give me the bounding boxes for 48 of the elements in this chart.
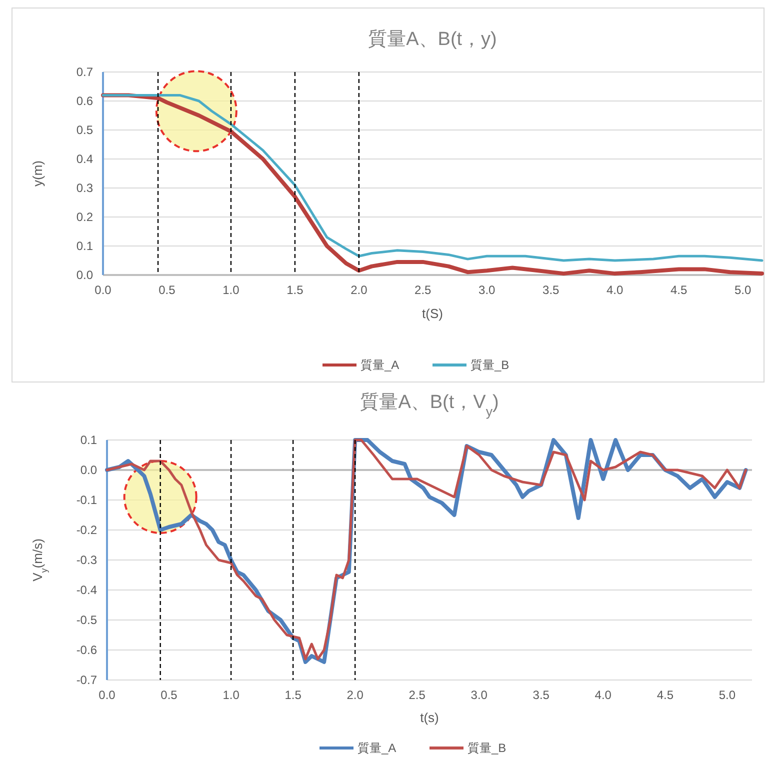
x-tick-label: 3.5 [542, 283, 560, 297]
x-tick-label: 2.5 [414, 283, 432, 297]
x-tick-label: 4.5 [656, 688, 674, 702]
x-tick-label: 3.5 [532, 688, 550, 702]
x-tick-label: 1.0 [222, 688, 240, 702]
y-tick-label: 0.2 [76, 210, 94, 224]
x-tick-label: 1.5 [286, 283, 304, 297]
x-tick-label: 5.0 [734, 283, 752, 297]
chart-title: 質量A、B(t，y) [368, 29, 497, 50]
x-tick-label: 2.0 [346, 688, 364, 702]
x-tick-label: 2.5 [408, 688, 426, 702]
legend-label: 質量_B [468, 741, 506, 755]
legend-label: 質量_A [360, 358, 400, 372]
y-tick-label: -0.2 [76, 523, 98, 537]
y-tick-label: 0.0 [80, 463, 98, 477]
y-tick-label: -0.3 [76, 553, 98, 567]
x-axis-title: t(S) [422, 306, 443, 321]
y-tick-label: 0.5 [76, 123, 94, 137]
x-tick-label: 0.0 [94, 283, 112, 297]
y-tick-label: -0.4 [76, 583, 98, 597]
y-tick-label: 0.1 [80, 433, 98, 447]
y-tick-label: -0.6 [76, 643, 98, 657]
x-tick-label: 3.0 [470, 688, 488, 702]
x-tick-label: 1.0 [222, 283, 240, 297]
legend-label: 質量_A [358, 741, 396, 755]
x-tick-label: 3.0 [478, 283, 496, 297]
x-tick-label: 0.5 [158, 283, 176, 297]
x-tick-label: 2.0 [350, 283, 368, 297]
chart-title: 質量A、B(t，V$_{y}$) [360, 392, 499, 418]
y-tick-label: -0.1 [76, 493, 98, 507]
y-tick-label: 0.3 [76, 181, 94, 195]
y-tick-label: -0.5 [76, 613, 98, 627]
y-tick-label: 0.7 [76, 65, 94, 79]
y-tick-label: -0.7 [76, 673, 98, 687]
x-tick-label: 4.0 [594, 688, 612, 702]
y-tick-label: 0.1 [76, 239, 94, 253]
x-tick-label: 0.5 [160, 688, 178, 702]
y-tick-label: 0.6 [76, 94, 94, 108]
x-tick-label: 4.0 [606, 283, 624, 297]
y-axis-title: y(m) [30, 160, 45, 186]
y-tick-label: 0.4 [76, 152, 94, 166]
x-tick-label: 1.5 [284, 688, 302, 702]
x-axis-title: t(s) [420, 710, 439, 725]
y-tick-label: 0.0 [76, 268, 94, 282]
legend-label: 質量_B [470, 358, 510, 372]
x-tick-label: 0.0 [98, 688, 116, 702]
x-tick-label: 4.5 [670, 283, 688, 297]
x-tick-label: 5.0 [718, 688, 736, 702]
